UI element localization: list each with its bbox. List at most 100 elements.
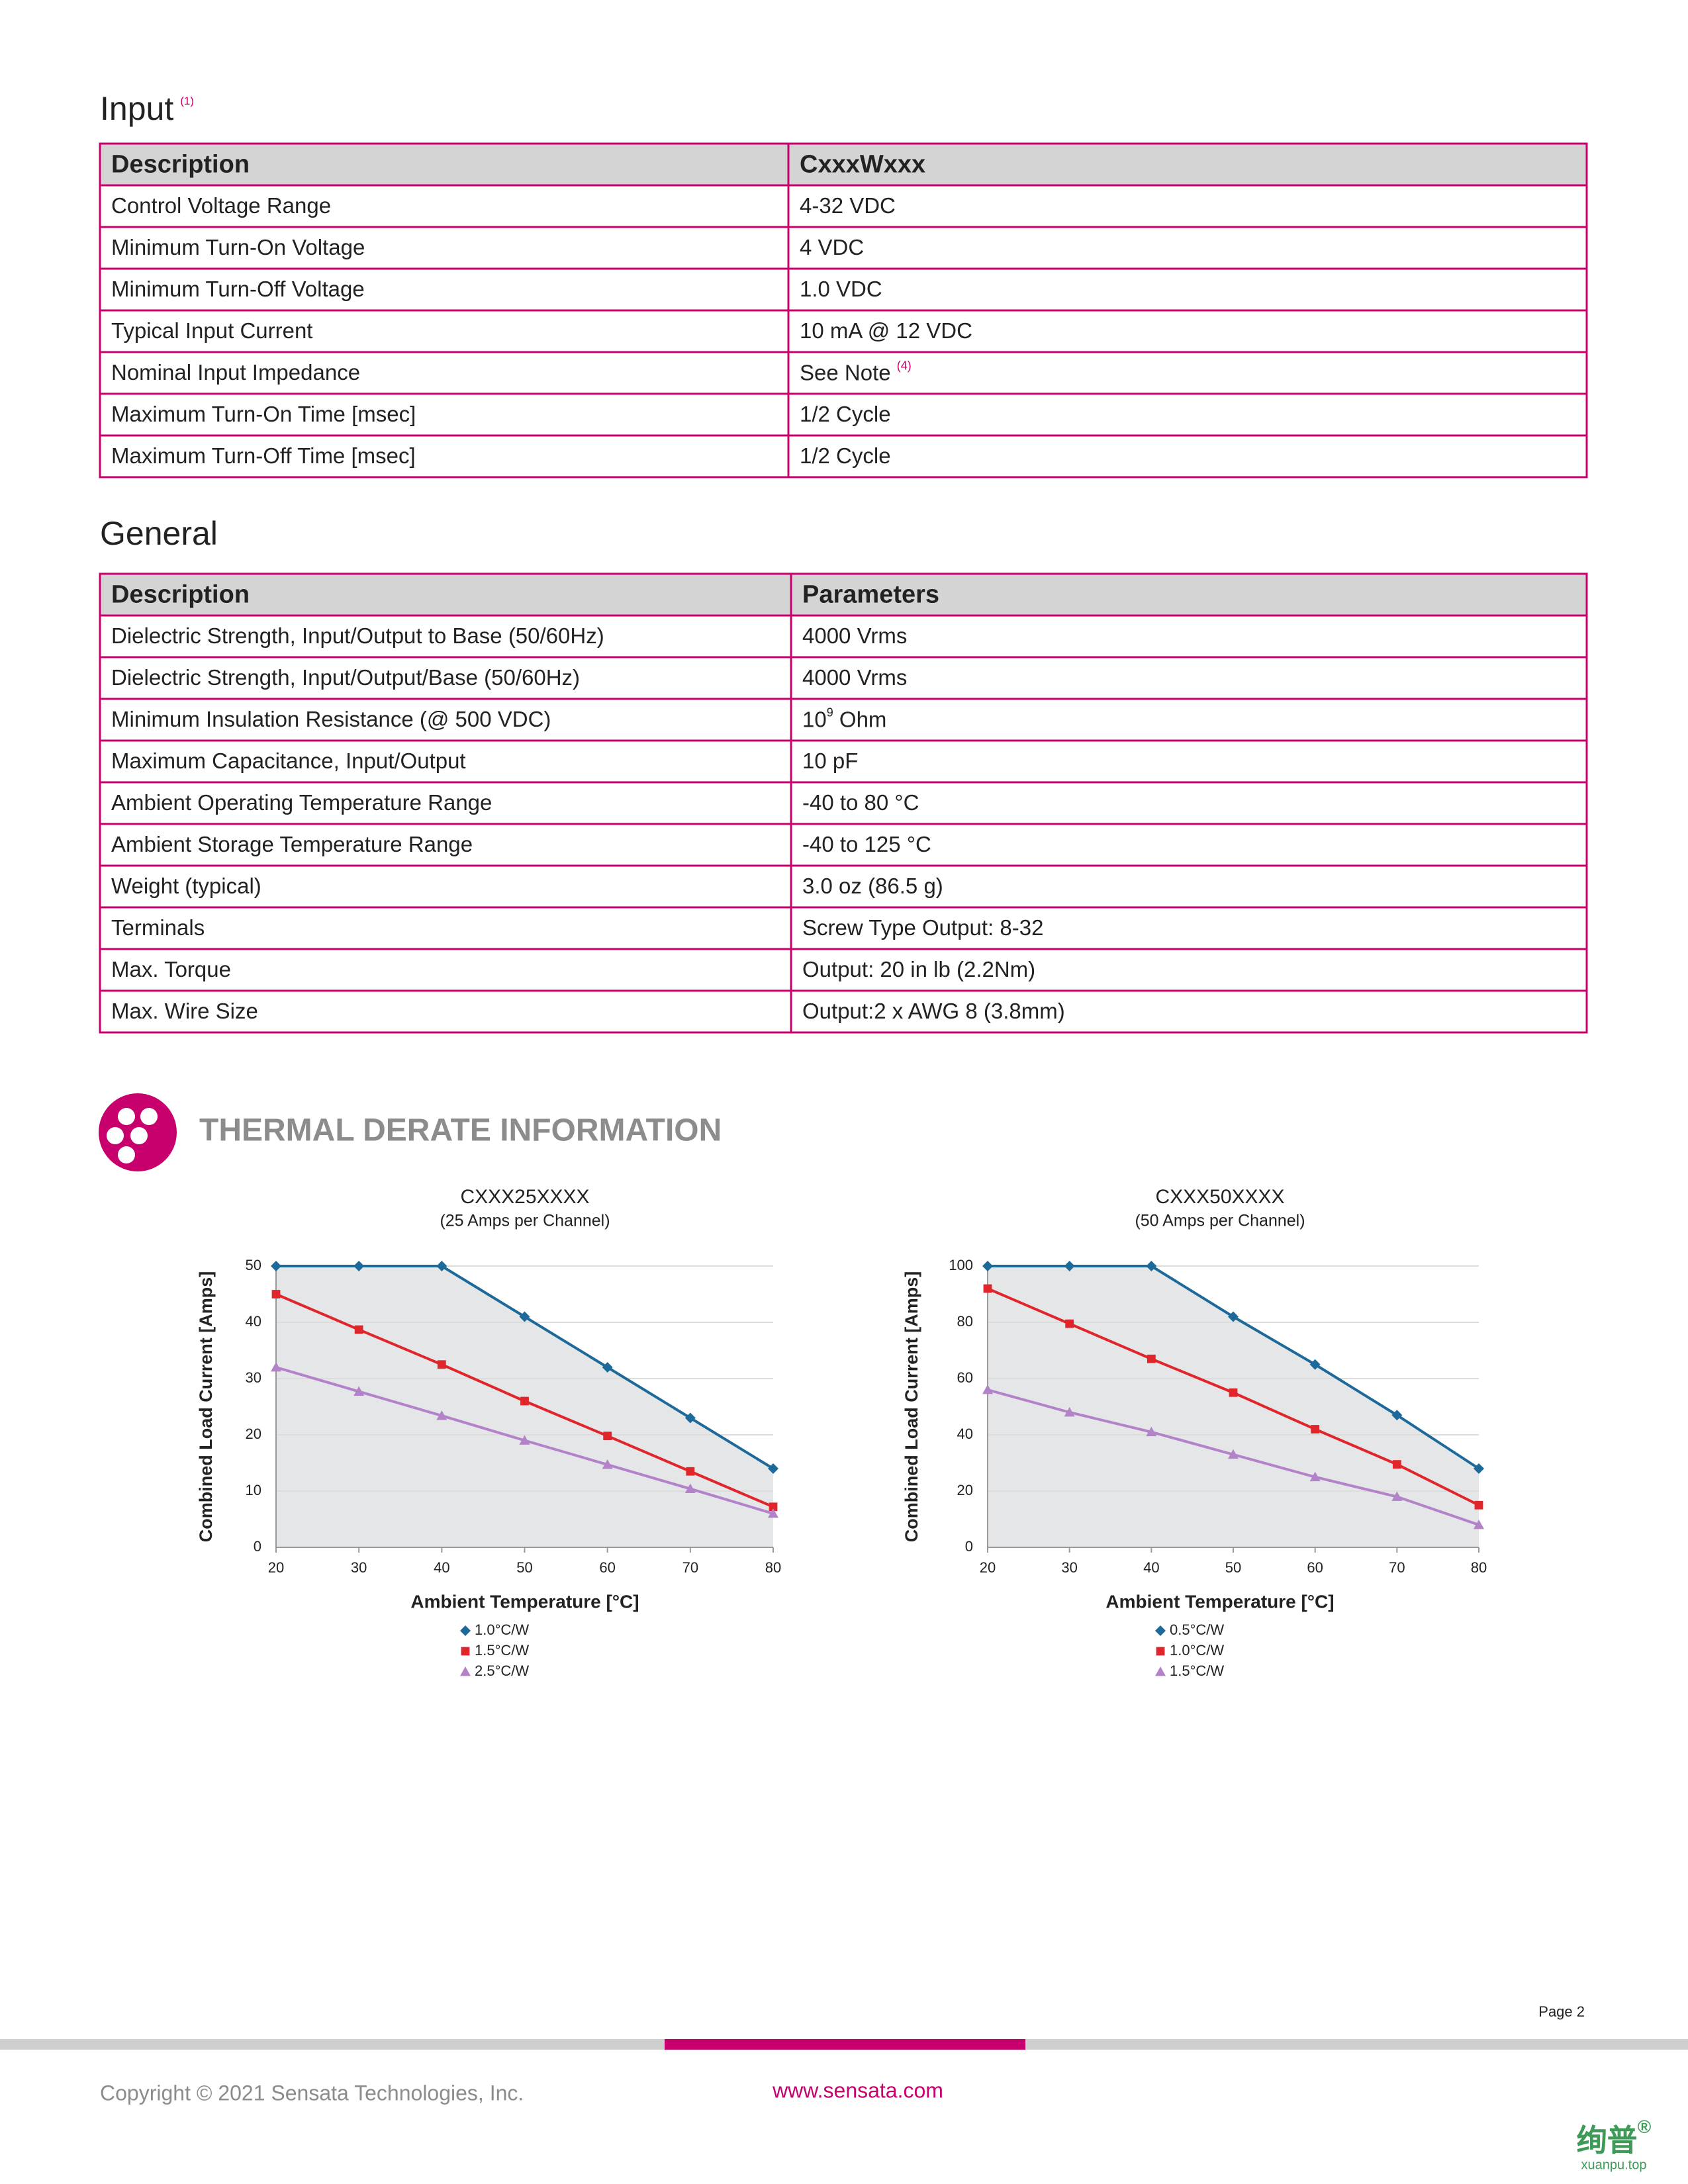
column-header: Description bbox=[111, 151, 250, 179]
cell: -40 to 125 °C bbox=[802, 832, 931, 856]
cell-superscript: 9 bbox=[827, 705, 833, 719]
point bbox=[983, 1284, 992, 1293]
point bbox=[602, 1362, 613, 1373]
x-tick-label: 60 bbox=[599, 1559, 615, 1576]
watermark-text: 绚普 bbox=[1577, 2123, 1638, 2158]
x-tick-label: 20 bbox=[980, 1559, 996, 1576]
legend-label: 1.5°C/W bbox=[1170, 1662, 1224, 1679]
point bbox=[768, 1463, 778, 1474]
watermark-site: xuanpu.top bbox=[1581, 2158, 1647, 2172]
point bbox=[1064, 1407, 1075, 1417]
cell: 3.0 oz (86.5 g) bbox=[802, 874, 943, 898]
point bbox=[353, 1261, 365, 1271]
y-tick-label: 60 bbox=[957, 1369, 973, 1386]
point bbox=[271, 1261, 281, 1271]
cell: 4 VDC bbox=[800, 235, 864, 259]
x-tick-label: 80 bbox=[765, 1559, 781, 1576]
point bbox=[1228, 1311, 1239, 1322]
cell-text: 10 bbox=[802, 707, 827, 731]
chart-title: CXXX50XXXX bbox=[1155, 1186, 1284, 1208]
y-axis-label: Combined Load Current [Amps] bbox=[902, 1271, 921, 1543]
cell: 109 Ohm bbox=[802, 705, 886, 731]
point bbox=[1229, 1388, 1238, 1397]
point bbox=[602, 1459, 613, 1469]
cell: 10 pF bbox=[802, 749, 858, 773]
cell: Output:2 x AWG 8 (3.8mm) bbox=[802, 999, 1065, 1023]
point bbox=[1391, 1410, 1403, 1421]
y-tick-label: 20 bbox=[957, 1482, 973, 1498]
point bbox=[1064, 1261, 1075, 1271]
cell: Nominal Input Impedance bbox=[111, 360, 360, 385]
chart-subtitle: (25 Amps per Channel) bbox=[440, 1212, 610, 1230]
y-tick-label: 10 bbox=[246, 1482, 261, 1498]
input-heading: Input (1) bbox=[100, 90, 194, 127]
y-axis-label: Combined Load Current [Amps] bbox=[196, 1271, 216, 1543]
cell-text: See Note bbox=[800, 360, 897, 385]
point bbox=[271, 1362, 281, 1372]
area bbox=[988, 1266, 1479, 1547]
input-title: Input bbox=[100, 90, 173, 127]
cell: 10 mA @ 12 VDC bbox=[800, 318, 972, 343]
legend-marker bbox=[461, 1647, 470, 1656]
point bbox=[354, 1325, 363, 1334]
point bbox=[1474, 1500, 1483, 1510]
cell: 1/2 Cycle bbox=[800, 443, 891, 468]
y-tick-label: 40 bbox=[246, 1313, 261, 1330]
point bbox=[353, 1386, 365, 1396]
point bbox=[1474, 1463, 1484, 1474]
legend-label: 0.5°C/W bbox=[1170, 1621, 1224, 1638]
point bbox=[603, 1432, 612, 1441]
table-header-bg bbox=[100, 574, 1587, 615]
cell: Maximum Capacitance, Input/Output bbox=[111, 749, 466, 773]
y-tick-label: 0 bbox=[254, 1538, 261, 1555]
cell: Terminals bbox=[111, 915, 205, 940]
x-tick-label: 30 bbox=[1061, 1559, 1077, 1576]
x-tick-label: 50 bbox=[516, 1559, 532, 1576]
column-header: CxxxWxxx bbox=[800, 151, 925, 179]
table-border bbox=[99, 572, 1588, 1034]
cell: Screw Type Output: 8-32 bbox=[802, 915, 1043, 940]
x-tick-label: 70 bbox=[1389, 1559, 1405, 1576]
y-tick-label: 30 bbox=[246, 1369, 261, 1386]
point bbox=[1311, 1425, 1320, 1433]
point bbox=[684, 1483, 696, 1493]
point bbox=[1147, 1354, 1156, 1363]
cell: Minimum Turn-Off Voltage bbox=[111, 277, 365, 301]
point bbox=[686, 1467, 695, 1476]
x-tick-label: 40 bbox=[434, 1559, 449, 1576]
x-tick-label: 30 bbox=[351, 1559, 367, 1576]
legend-label: 1.0°C/W bbox=[1170, 1642, 1224, 1659]
cell: Dielectric Strength, Input/Output/Base (… bbox=[111, 665, 580, 690]
legend-label: 1.5°C/W bbox=[475, 1642, 529, 1659]
cell: Dielectric Strength, Input/Output to Bas… bbox=[111, 623, 604, 648]
legend-label: 2.5°C/W bbox=[475, 1662, 529, 1679]
table-header-bg bbox=[100, 144, 1587, 185]
column-header: Description bbox=[111, 581, 250, 609]
cell: Ambient Storage Temperature Range bbox=[111, 832, 473, 856]
watermark-mark: ® bbox=[1638, 2116, 1652, 2137]
legend-marker bbox=[1156, 1647, 1165, 1656]
point bbox=[1228, 1449, 1239, 1459]
watermark: 绚普® bbox=[1577, 2116, 1652, 2158]
cell: Typical Input Current bbox=[111, 318, 312, 343]
y-tick-label: 100 bbox=[949, 1257, 973, 1273]
cell: 1/2 Cycle bbox=[800, 402, 891, 426]
y-tick-label: 20 bbox=[246, 1426, 261, 1442]
point bbox=[769, 1502, 778, 1512]
chart-title: CXXX25XXXX bbox=[460, 1186, 589, 1208]
legend-marker bbox=[1155, 1625, 1166, 1636]
cell: Minimum Turn-On Voltage bbox=[111, 235, 365, 259]
cell: 4-32 VDC bbox=[800, 193, 896, 218]
cell-superscript: (4) bbox=[897, 359, 912, 372]
section-title: THERMAL DERATE INFORMATION bbox=[199, 1113, 722, 1148]
chart-subtitle: (50 Amps per Channel) bbox=[1135, 1212, 1305, 1230]
point bbox=[519, 1435, 530, 1445]
y-tick-label: 40 bbox=[957, 1426, 973, 1442]
point bbox=[684, 1412, 696, 1424]
cell: Maximum Turn-On Time [msec] bbox=[111, 402, 416, 426]
cell: See Note (4) bbox=[800, 359, 912, 385]
y-tick-label: 80 bbox=[957, 1313, 973, 1330]
legend-label: 1.0°C/W bbox=[475, 1621, 529, 1638]
cell: Ambient Operating Temperature Range bbox=[111, 790, 492, 815]
